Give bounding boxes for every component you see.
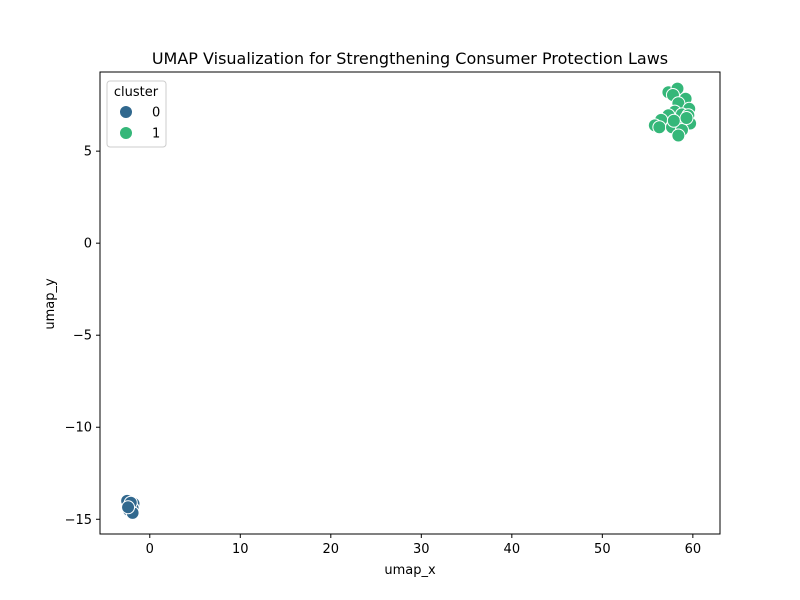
plot-area: 0 10 20 30 40 50 60−15−10−505 <box>65 71 721 557</box>
legend: cluster 01 <box>106 80 167 148</box>
y-tick-label: 0 <box>84 237 92 252</box>
legend-label-cluster-0: 0 <box>152 106 160 121</box>
scatter-point-cluster-0 <box>121 500 136 515</box>
x-tick-label: 40 <box>504 542 521 557</box>
scatter-point-cluster-1 <box>671 128 686 143</box>
x-tick-label: 60 <box>685 542 702 557</box>
scatter-point-cluster-1 <box>666 113 681 128</box>
x-axis-title: umap_x <box>384 563 436 578</box>
legend-marker-cluster-1 <box>119 126 133 140</box>
scatter-point-cluster-1 <box>652 120 667 135</box>
legend-entries: 01 <box>119 105 160 142</box>
x-tick-label: 30 <box>413 542 430 557</box>
x-tick-label: 10 <box>232 542 249 557</box>
y-axis-title: umap_y <box>43 278 58 330</box>
x-tick-label: 50 <box>594 542 611 557</box>
x-tick-label: 20 <box>323 542 340 557</box>
legend-title: cluster <box>114 85 159 100</box>
y-tick-label: −5 <box>73 329 92 344</box>
y-tick-label: −15 <box>65 513 92 528</box>
axes-frame <box>99 71 721 535</box>
legend-marker-cluster-0 <box>119 105 133 119</box>
chart-title: UMAP Visualization for Strengthening Con… <box>152 49 668 68</box>
y-tick-label: −10 <box>65 421 92 436</box>
legend-label-cluster-1: 1 <box>152 127 160 142</box>
scatter-point-cluster-1 <box>679 111 694 126</box>
x-tick-label: 0 <box>146 542 154 557</box>
y-tick-label: 5 <box>84 145 92 160</box>
